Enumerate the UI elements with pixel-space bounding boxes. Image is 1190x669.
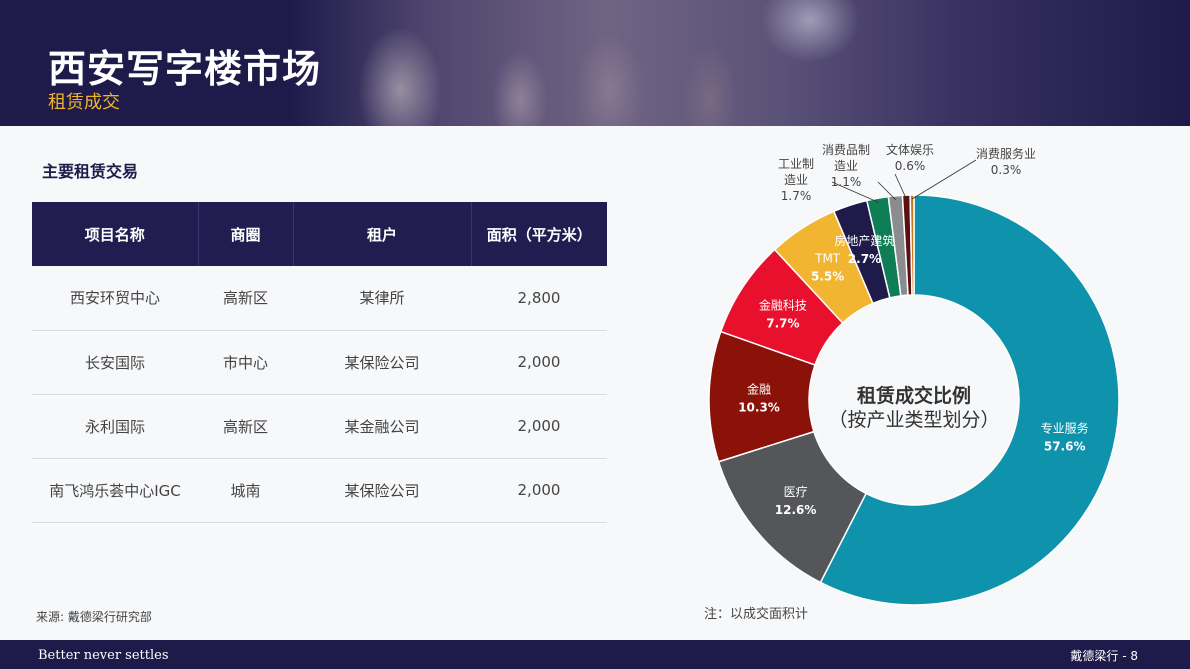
cell-district: 高新区 (198, 266, 293, 331)
leader-line-6 (831, 181, 879, 203)
cell-area: 2,000 (471, 458, 607, 523)
table-row: 西安环贸中心 高新区 某律所 2,800 (32, 266, 607, 331)
cell-tenant: 某保险公司 (293, 458, 471, 523)
slice-label-0: 专业服务 (1041, 420, 1089, 435)
outside-label-8: 文体娱乐 (886, 142, 934, 157)
table-row: 长安国际 市中心 某保险公司 2,000 (32, 330, 607, 395)
leasing-deals-table: 项目名称 商圈 租户 面积（平方米） 西安环贸中心 高新区 某律所 2,800 … (32, 202, 607, 523)
slice-value-0: 57.6% (1044, 439, 1086, 453)
column-header-project: 项目名称 (32, 202, 199, 266)
leader-line-8 (894, 173, 907, 200)
slice-label-1: 医疗 (784, 485, 808, 499)
slice-value-4: 5.5% (811, 270, 844, 284)
cell-tenant: 某律所 (293, 266, 471, 331)
cell-district: 市中心 (198, 330, 293, 395)
table-header-row: 项目名称 商圈 租户 面积（平方米） (32, 202, 607, 266)
header-photo (290, 0, 1190, 126)
cell-district: 城南 (198, 458, 293, 523)
slice-value-1: 12.6% (775, 503, 817, 517)
cell-tenant: 某保险公司 (293, 330, 471, 395)
donut-center-title: 租赁成交比例 (857, 384, 971, 407)
slice-label-4: TMT (814, 252, 841, 266)
slice-value-3: 7.7% (766, 317, 799, 331)
outside-label-9: 消费服务业 (976, 146, 1036, 161)
footer-tagline: Better never settles (38, 648, 169, 663)
cell-area: 2,000 (471, 330, 607, 395)
outside-label-6: 工业制 (778, 157, 814, 171)
slice-value-2: 10.3% (738, 400, 780, 414)
leader-line-7 (877, 181, 897, 201)
industry-donut-chart: 专业服务 57.6% 医疗 12.6% 金融 10.3% 金融科技 7.7% TMT 5.5% 房地… (708, 142, 1120, 606)
donut-center-subtitle: （按产业类型划分） (828, 409, 999, 431)
table-section-title: 主要租赁交易 (42, 162, 139, 181)
outside-label-9: 0.3% (991, 163, 1022, 177)
table-row: 永利国际 高新区 某金融公司 2,000 (32, 394, 607, 459)
header-banner: 西安写字楼市场 租赁成交 (0, 0, 1190, 126)
slice-label-2: 金融 (747, 381, 771, 396)
cell-area: 2,000 (471, 394, 607, 459)
cell-tenant: 某金融公司 (293, 394, 471, 459)
cell-project: 西安环贸中心 (32, 266, 198, 331)
column-header-area: 面积（平方米） (471, 202, 607, 266)
outside-label-8: 0.6% (895, 159, 926, 173)
cell-district: 高新区 (198, 394, 293, 459)
cell-project: 南飞鸿乐荟中心IGC (32, 458, 198, 523)
donut-slice-0 (819, 194, 1120, 606)
cell-project: 永利国际 (32, 394, 198, 459)
table-row: 南飞鸿乐荟中心IGC 城南 某保险公司 2,000 (32, 458, 607, 523)
source-note: 来源: 戴德梁行研究部 (36, 610, 152, 624)
donut-slice-9 (909, 194, 915, 296)
cell-area: 2,800 (471, 266, 607, 331)
outside-label-7: 消费品制 (822, 143, 870, 157)
column-header-tenant: 租户 (293, 202, 472, 266)
leader-line-9 (911, 159, 977, 200)
slice-label-3: 金融科技 (759, 298, 807, 313)
column-header-district: 商圈 (198, 202, 294, 266)
page-subtitle: 租赁成交 (48, 92, 120, 113)
slice-value-5: 2.7% (848, 252, 881, 266)
cell-project: 长安国际 (32, 330, 198, 395)
outside-label-6: 造业 (784, 173, 808, 187)
outside-label-6: 1.7% (781, 189, 812, 203)
page-number: 戴德梁行 - 8 (1070, 649, 1138, 663)
page-title: 西安写字楼市场 (48, 47, 322, 91)
slice-label-5: 房地产建筑 (834, 233, 894, 248)
outside-label-7: 造业 (834, 159, 858, 173)
footer-bar: Better never settles 戴德梁行 - 8 (0, 640, 1190, 669)
outside-label-7: 1.1% (831, 175, 862, 189)
chart-note: 注：以成交面积计 (704, 607, 809, 622)
